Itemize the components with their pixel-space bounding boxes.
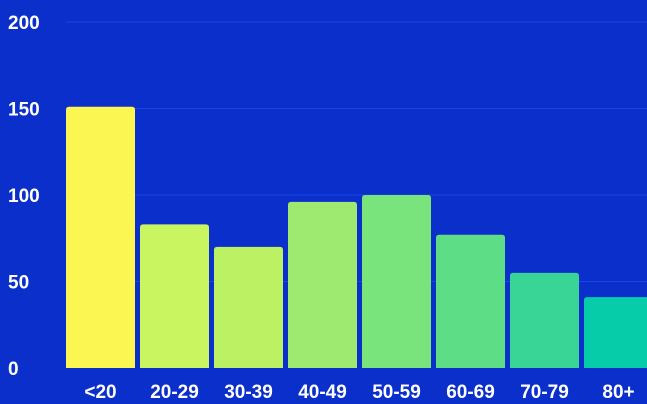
y-tick-label: 200 bbox=[8, 13, 40, 34]
bar-30-39 bbox=[214, 246, 283, 368]
bar-80+ bbox=[584, 297, 647, 368]
bar-40-49 bbox=[288, 201, 357, 368]
x-tick-label: 50-59 bbox=[372, 382, 421, 403]
x-tick-label: 60-69 bbox=[446, 382, 495, 403]
x-tick-label: 40-49 bbox=[298, 382, 347, 403]
x-tick-label: 30-39 bbox=[224, 382, 273, 403]
y-tick-label: 100 bbox=[8, 186, 40, 207]
y-tick-label: 150 bbox=[8, 100, 40, 121]
x-tick-label: 20-29 bbox=[150, 382, 199, 403]
y-axis-ticks: 0 50 100 150 200 bbox=[8, 13, 40, 380]
y-tick-label: 50 bbox=[8, 273, 29, 294]
y-tick-label: 0 bbox=[8, 359, 19, 380]
x-tick-label: <20 bbox=[84, 382, 116, 403]
x-tick-label: 70-79 bbox=[520, 382, 569, 403]
bar-70-79 bbox=[510, 272, 579, 368]
bar-60-69 bbox=[436, 234, 505, 368]
bar-50-59 bbox=[362, 195, 431, 368]
x-axis-ticks: <20 20-29 30-39 40-49 50-59 60-69 70-79 80+ bbox=[84, 382, 634, 403]
bar-20-29 bbox=[140, 224, 209, 368]
bars bbox=[66, 106, 647, 369]
x-tick-label: 80+ bbox=[602, 382, 634, 403]
bar-<20 bbox=[66, 106, 135, 369]
